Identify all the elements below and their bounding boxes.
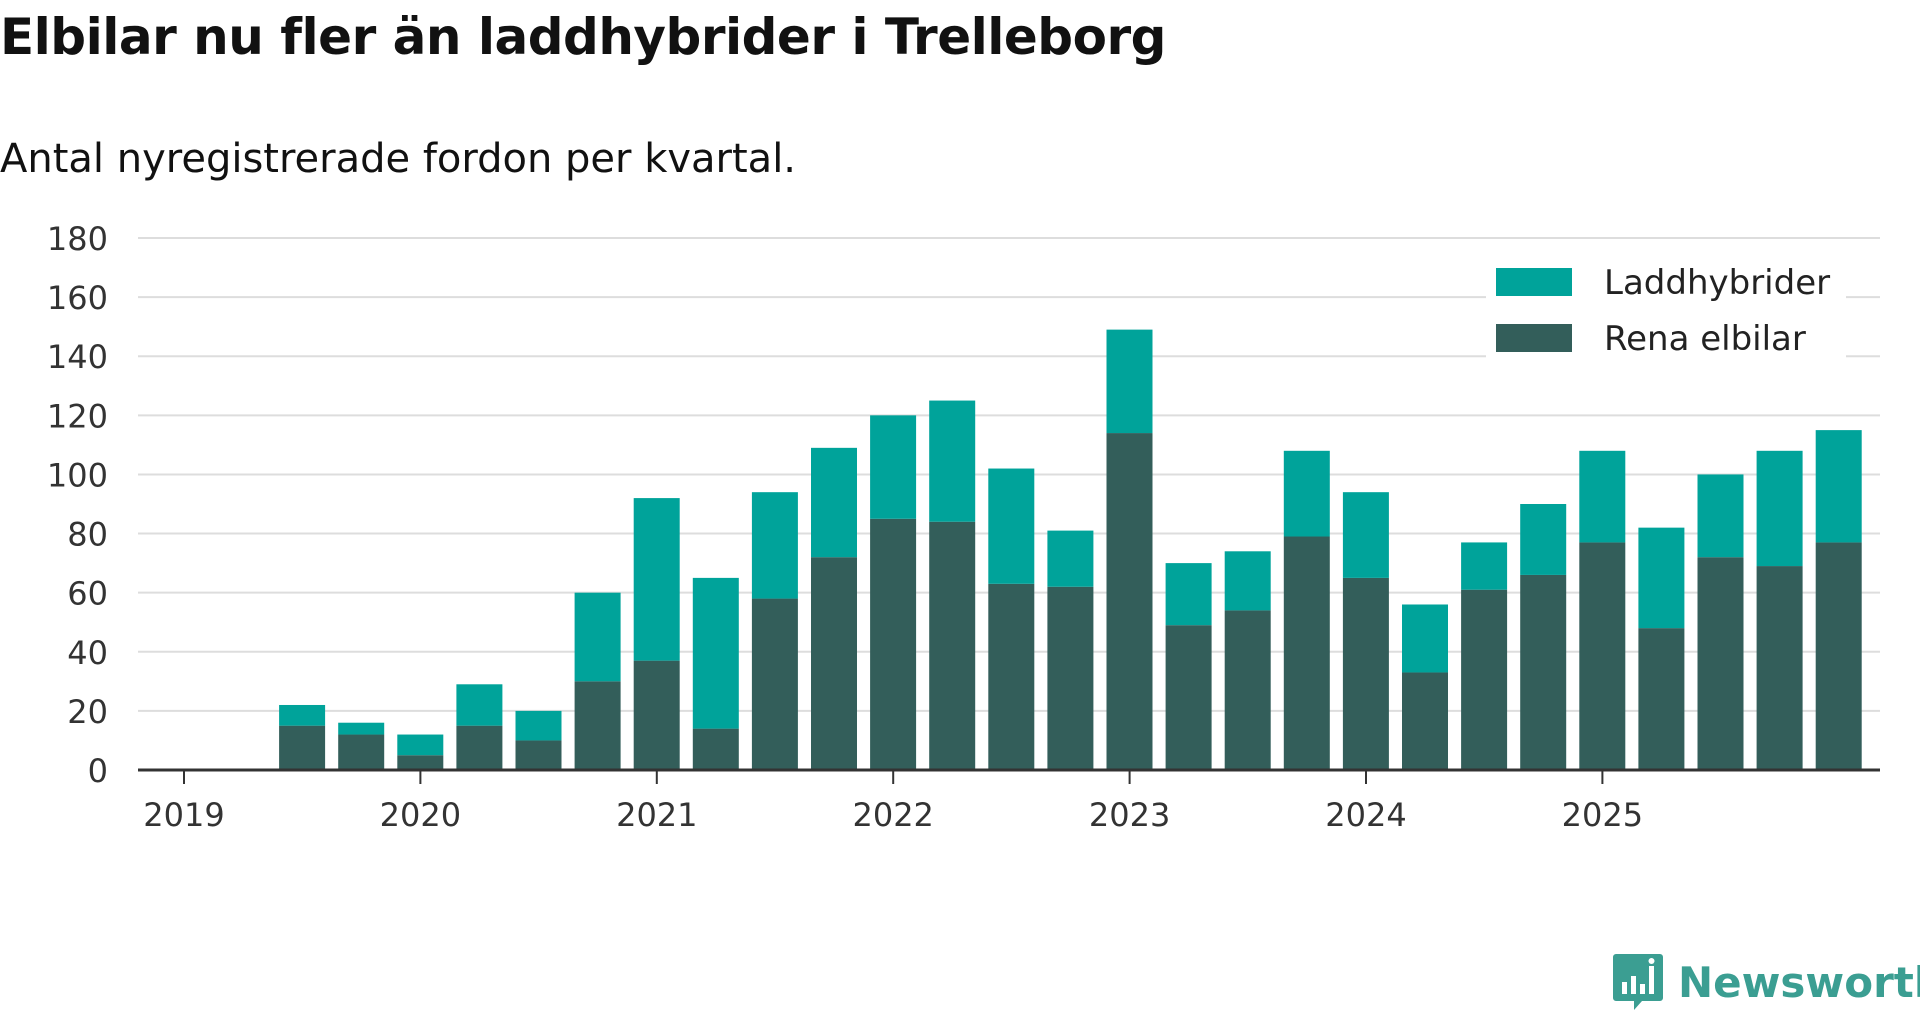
bar-laddhybrider xyxy=(338,722,385,735)
bar-rena-elbilar xyxy=(1461,589,1508,770)
bar-laddhybrider xyxy=(1638,527,1685,629)
y-tick-label: 140 xyxy=(47,338,108,376)
bar-laddhybrider xyxy=(1342,492,1389,578)
x-tick-label: 2024 xyxy=(1325,796,1406,834)
bar-laddhybrider xyxy=(692,577,739,729)
bar-rena-elbilar xyxy=(929,521,976,770)
y-tick-label: 60 xyxy=(67,575,108,613)
bar-rena-elbilar xyxy=(1283,536,1330,770)
y-tick-label: 160 xyxy=(47,279,108,317)
y-tick-label: 100 xyxy=(47,456,108,494)
bar-laddhybrider xyxy=(988,468,1035,584)
bar-rena-elbilar xyxy=(279,725,326,770)
x-tick-label: 2021 xyxy=(616,796,697,834)
bar-rena-elbilar xyxy=(1638,628,1685,770)
legend-swatch xyxy=(1496,268,1572,296)
bar-laddhybrider xyxy=(1520,504,1567,575)
bar-laddhybrider xyxy=(870,415,917,519)
bar-rena-elbilar xyxy=(1224,610,1271,770)
bar-laddhybrider xyxy=(515,710,562,741)
y-tick-label: 180 xyxy=(47,220,108,258)
bar-rena-elbilar xyxy=(692,728,739,770)
bar-laddhybrider xyxy=(633,498,680,661)
y-tick-label: 20 xyxy=(67,693,108,731)
x-tick-label: 2019 xyxy=(143,796,224,834)
bar-laddhybrider xyxy=(456,684,503,726)
bar-rena-elbilar xyxy=(515,740,562,770)
bar-rena-elbilar xyxy=(988,583,1035,770)
bar-rena-elbilar xyxy=(1165,625,1212,770)
brand-name: Newsworthy xyxy=(1678,957,1920,1007)
bar-laddhybrider xyxy=(1815,430,1862,543)
legend-label: Rena elbilar xyxy=(1604,319,1806,359)
bar-laddhybrider xyxy=(751,492,798,599)
bar-laddhybrider xyxy=(1047,530,1094,587)
bar-rena-elbilar xyxy=(1697,557,1744,770)
page-subtitle: Antal nyregistrerade fordon per kvartal. xyxy=(0,136,797,182)
bar-laddhybrider xyxy=(279,704,326,726)
bar-rena-elbilar xyxy=(870,518,917,770)
y-tick-label: 40 xyxy=(67,634,108,672)
bar-rena-elbilar xyxy=(1756,566,1803,770)
bar-laddhybrider xyxy=(397,734,444,756)
bar-laddhybrider xyxy=(574,592,621,682)
bar-rena-elbilar xyxy=(574,681,621,770)
bar-laddhybrider xyxy=(1224,551,1271,611)
x-tick-label: 2022 xyxy=(852,796,933,834)
bar-rena-elbilar xyxy=(1402,672,1448,770)
bar-rena-elbilar xyxy=(633,660,680,770)
bar-laddhybrider xyxy=(811,447,857,558)
bar-rena-elbilar xyxy=(456,725,503,770)
bar-rena-elbilar xyxy=(751,598,798,770)
bar-rena-elbilar xyxy=(338,734,385,770)
bar-rena-elbilar xyxy=(1815,542,1862,770)
y-tick-label: 120 xyxy=(47,397,108,435)
bar-rena-elbilar xyxy=(1520,574,1567,770)
legend-label: Laddhybrider xyxy=(1604,263,1830,303)
y-tick-label: 0 xyxy=(88,752,108,790)
brand-logo: Newsworthy xyxy=(1612,952,1920,1012)
bar-laddhybrider xyxy=(1579,450,1626,543)
bar-rena-elbilar xyxy=(1047,586,1094,770)
bar-rena-elbilar xyxy=(1579,542,1626,770)
page-title: Elbilar nu fler än laddhybrider i Trelle… xyxy=(0,8,1166,66)
bar-rena-elbilar xyxy=(1106,433,1153,770)
bar-laddhybrider xyxy=(1697,474,1744,558)
bar-laddhybrider xyxy=(1283,450,1330,537)
bar-laddhybrider xyxy=(929,400,976,522)
bar-laddhybrider xyxy=(1402,604,1448,673)
bar-laddhybrider xyxy=(1106,329,1153,434)
y-tick-label: 80 xyxy=(67,516,108,554)
bar-laddhybrider xyxy=(1756,450,1803,567)
bar-rena-elbilar xyxy=(397,755,444,770)
bar-rena-elbilar xyxy=(811,557,857,770)
newsworthy-logo-icon xyxy=(1613,954,1663,1010)
x-tick-label: 2025 xyxy=(1562,796,1643,834)
x-tick-label: 2023 xyxy=(1089,796,1170,834)
x-tick-label: 2020 xyxy=(380,796,461,834)
bar-laddhybrider xyxy=(1165,563,1212,626)
bar-rena-elbilar xyxy=(1342,577,1389,770)
bar-laddhybrider xyxy=(1461,542,1508,590)
legend-swatch xyxy=(1496,324,1572,352)
